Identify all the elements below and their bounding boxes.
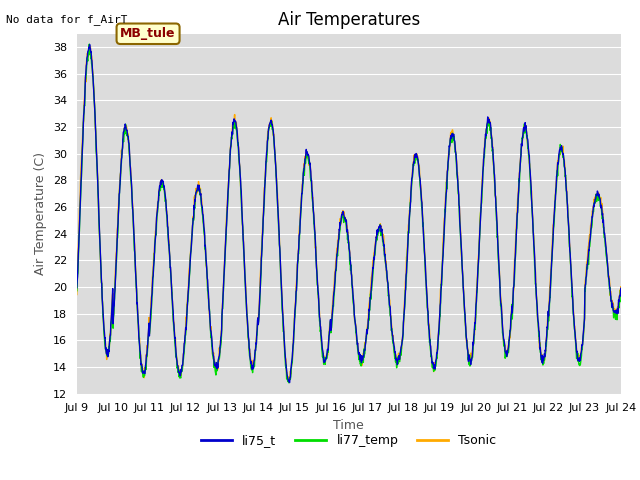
Tsonic — [285, 378, 292, 384]
Title: Air Temperatures: Air Temperatures — [278, 11, 420, 29]
li77_temp — [553, 174, 561, 180]
X-axis label: Time: Time — [333, 419, 364, 432]
li75_t — [434, 340, 442, 346]
Tsonic — [505, 337, 513, 343]
li75_t — [286, 380, 294, 385]
li77_temp — [195, 187, 202, 192]
Y-axis label: Air Temperature (C): Air Temperature (C) — [35, 152, 47, 275]
Tsonic — [434, 341, 442, 347]
li77_temp — [285, 380, 292, 386]
Tsonic — [181, 337, 189, 343]
li75_t — [255, 310, 263, 316]
Text: MB_tule: MB_tule — [120, 27, 176, 40]
Tsonic — [553, 172, 561, 178]
li77_temp — [617, 287, 625, 292]
li75_t — [73, 285, 81, 290]
li75_t — [505, 338, 513, 344]
Line: li75_t: li75_t — [77, 45, 621, 383]
Tsonic — [195, 186, 202, 192]
Tsonic — [617, 284, 625, 289]
Text: No data for f_AirT: No data for f_AirT — [6, 14, 128, 25]
Line: Tsonic: Tsonic — [77, 45, 621, 381]
li75_t — [86, 42, 93, 48]
li75_t — [195, 183, 202, 189]
li77_temp — [85, 41, 93, 47]
li77_temp — [434, 346, 442, 352]
Line: li77_temp: li77_temp — [77, 44, 621, 383]
li77_temp — [505, 344, 513, 349]
li75_t — [553, 172, 561, 178]
Tsonic — [85, 42, 93, 48]
li75_t — [181, 334, 189, 340]
li75_t — [617, 286, 625, 291]
Tsonic — [73, 292, 81, 298]
li77_temp — [255, 313, 263, 319]
li77_temp — [73, 288, 81, 294]
Tsonic — [255, 305, 263, 311]
Legend: li75_t, li77_temp, Tsonic: li75_t, li77_temp, Tsonic — [196, 429, 502, 452]
li77_temp — [181, 340, 189, 346]
